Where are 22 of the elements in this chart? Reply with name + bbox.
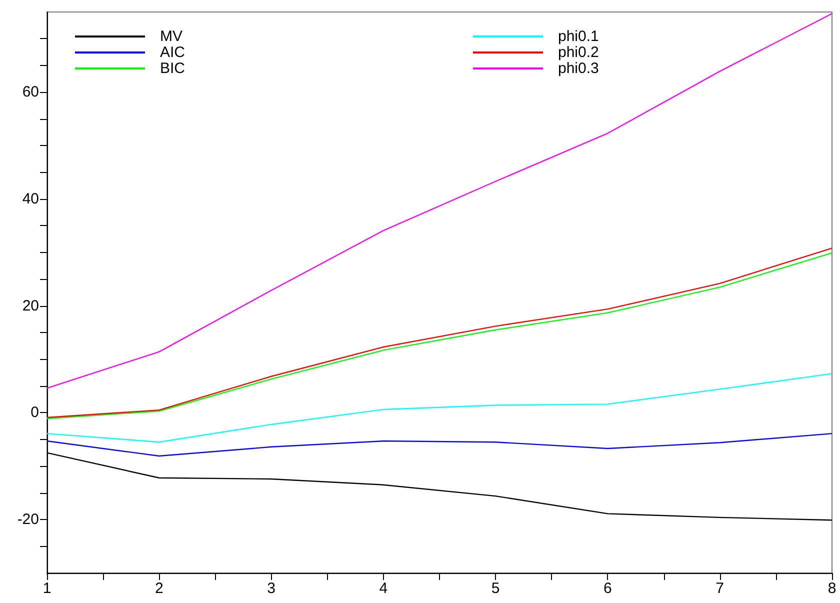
legend-label: phi0.1 bbox=[558, 28, 599, 45]
x-tick-label: 5 bbox=[491, 580, 500, 597]
legend-label: phi0.3 bbox=[558, 60, 599, 77]
y-tick-label: 40 bbox=[22, 190, 39, 208]
line-series bbox=[46, 373, 833, 443]
x-tick-label: 1 bbox=[42, 580, 52, 597]
y-tick-label: 20 bbox=[22, 297, 39, 314]
x-tick-label: 2 bbox=[154, 580, 164, 597]
line-series bbox=[46, 432, 833, 457]
legend-label: BIC bbox=[160, 60, 186, 77]
x-tick-label: 8 bbox=[828, 580, 836, 597]
x-tick-label: 6 bbox=[604, 580, 612, 597]
y-tick-label: 0 bbox=[30, 404, 39, 422]
line-series bbox=[46, 13, 833, 389]
legend-label: MV bbox=[160, 28, 182, 45]
legend-label: phi0.2 bbox=[558, 44, 599, 61]
x-tick-label: 7 bbox=[716, 580, 724, 597]
y-tick-label: -20 bbox=[17, 511, 39, 528]
x-tick-label: 3 bbox=[267, 580, 276, 597]
legend-label: AIC bbox=[160, 44, 186, 61]
x-tick-label: 4 bbox=[379, 580, 388, 597]
y-tick-label: 60 bbox=[22, 84, 39, 101]
